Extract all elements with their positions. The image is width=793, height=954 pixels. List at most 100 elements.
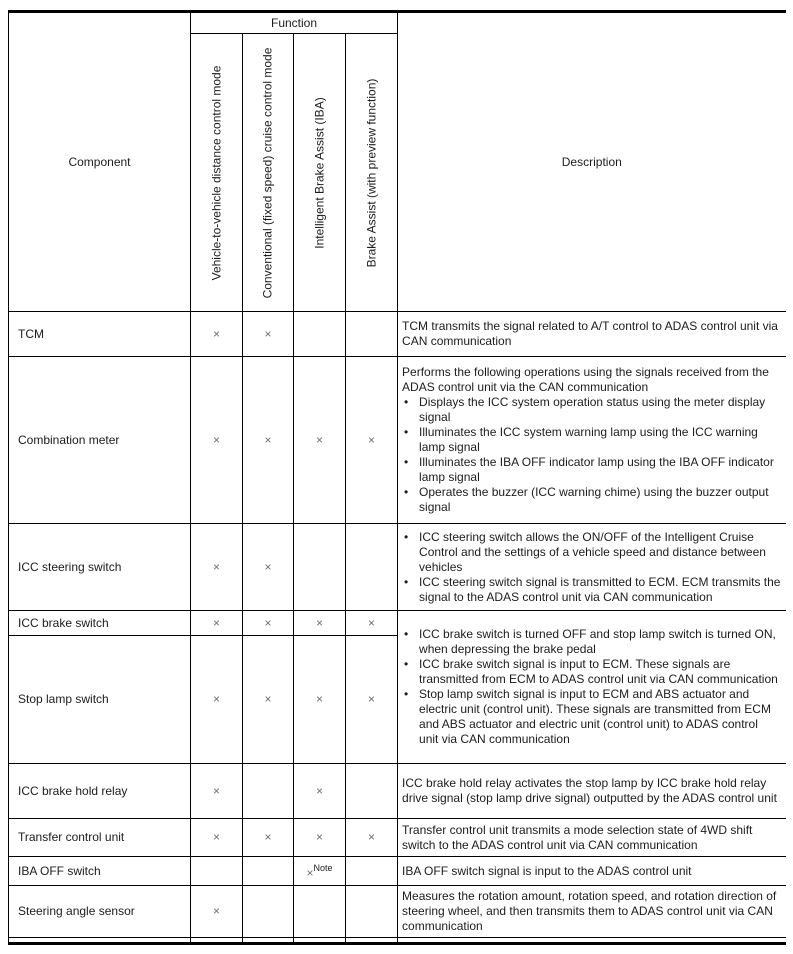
table-row-icc-brake-switch: ICC brake switch × × × × • ICC brake swi… bbox=[8, 610, 786, 764]
function-mark: × bbox=[190, 356, 243, 524]
description-cell-shared: • ICC brake switch is turned OFF and sto… bbox=[397, 610, 786, 764]
table-row-tcm: TCM × × TCM transmits the signal related… bbox=[8, 311, 786, 357]
table-row-iba-off-switch: IBA OFF switch ×Note IBA OFF switch sign… bbox=[8, 856, 786, 886]
function-mark: × bbox=[242, 610, 294, 636]
bullet-icon: • bbox=[404, 529, 409, 544]
description-bullet: • Illuminates the ICC system warning lam… bbox=[402, 425, 781, 455]
function-mark bbox=[344, 856, 399, 886]
function-column-header-3: Intelligent Brake Assist (IBA) bbox=[293, 33, 346, 312]
component-cell: IBA OFF switch bbox=[8, 856, 191, 886]
component-function-table: Component Function Description Vehicle-t… bbox=[8, 10, 786, 945]
function-mark: × bbox=[190, 885, 243, 938]
description-bullet: • ICC steering switch allows the ON/OFF … bbox=[402, 530, 781, 575]
description-cell: Transfer control unit transmits a mode s… bbox=[397, 818, 786, 857]
function-mark: × bbox=[293, 356, 346, 524]
function-mark: × bbox=[190, 523, 243, 611]
header-row-top: Component Function Description bbox=[8, 11, 786, 312]
function-column-label: Intelligent Brake Assist (IBA) bbox=[312, 96, 326, 249]
description-bullet: • Illuminates the IBA OFF indicator lamp… bbox=[402, 455, 781, 485]
bullet-text: ICC steering switch signal is transmitte… bbox=[419, 574, 781, 604]
description-bullet: • ICC steering switch signal is transmit… bbox=[402, 575, 781, 605]
function-mark bbox=[344, 311, 399, 357]
function-mark bbox=[344, 523, 399, 611]
component-cell: Transfer control unit bbox=[8, 818, 191, 857]
bullet-icon: • bbox=[404, 627, 409, 641]
table-row-steering-angle-sensor: Steering angle sensor × Measures the rot… bbox=[8, 885, 786, 938]
description-text: IBA OFF switch signal is input to the AD… bbox=[402, 863, 692, 878]
function-column-header-1: Vehicle-to-vehicle distance control mode bbox=[190, 33, 243, 312]
description-cell: ICC brake hold relay activates the stop … bbox=[397, 763, 786, 819]
description-text: Transfer control unit transmits a mode s… bbox=[402, 822, 753, 852]
function-mark: × bbox=[190, 635, 243, 764]
table-row-stop-lamp-switch: Stop lamp switch × × × × bbox=[8, 635, 786, 764]
description-cell: TCM transmits the signal related to A/T … bbox=[397, 311, 786, 357]
component-header: Component bbox=[8, 11, 191, 312]
component-cell: Steering angle sensor bbox=[8, 885, 191, 938]
function-mark bbox=[344, 885, 399, 938]
description-bullet: • Operates the buzzer (ICC warning chime… bbox=[402, 485, 781, 515]
description-bullet: • Stop lamp switch signal is input to EC… bbox=[402, 687, 781, 747]
function-mark bbox=[293, 523, 346, 611]
header-row-rotated: Vehicle-to-vehicle distance control mode… bbox=[9, 33, 786, 312]
description-cell: IBA OFF switch signal is input to the AD… bbox=[397, 856, 786, 886]
description-bullet: • Displays the ICC system operation stat… bbox=[402, 395, 781, 425]
function-mark: × bbox=[293, 610, 346, 636]
description-text: Performs the following operations using … bbox=[402, 365, 769, 394]
function-mark: × bbox=[344, 635, 399, 764]
function-mark-with-note: ×Note bbox=[293, 856, 346, 886]
description-bullet: • ICC brake switch signal is input to EC… bbox=[402, 657, 781, 687]
description-text: TCM transmits the signal related to A/T … bbox=[402, 319, 778, 348]
function-mark: × bbox=[190, 818, 243, 857]
function-column-label: Conventional (fixed speed) cruise contro… bbox=[260, 47, 275, 298]
bullet-icon: • bbox=[404, 687, 409, 701]
bullet-icon: • bbox=[404, 395, 409, 409]
function-mark bbox=[242, 885, 294, 938]
spacer-cell bbox=[293, 937, 346, 944]
bullet-icon: • bbox=[404, 574, 409, 589]
description-cell: Measures the rotation amount, rotation s… bbox=[397, 885, 786, 938]
function-column-header-2: Conventional (fixed speed) cruise contro… bbox=[242, 33, 294, 312]
spacer-cell bbox=[190, 937, 243, 944]
function-mark: × bbox=[242, 635, 294, 764]
spacer-cell bbox=[8, 937, 191, 944]
function-header: Function bbox=[189, 11, 399, 34]
table-row-combination-meter: Combination meter × × × × Performs the f… bbox=[8, 356, 786, 524]
function-mark: × bbox=[242, 356, 294, 524]
description-text: Measures the rotation amount, rotation s… bbox=[402, 889, 777, 933]
bullet-icon: • bbox=[404, 485, 409, 499]
note-superscript: Note bbox=[313, 862, 333, 873]
function-mark: × bbox=[190, 763, 243, 819]
description-cell: Performs the following operations using … bbox=[397, 356, 786, 524]
bullet-text: ICC steering switch allows the ON/OFF of… bbox=[419, 529, 766, 574]
spacer-cell bbox=[344, 937, 399, 944]
function-mark bbox=[242, 856, 294, 886]
bullet-text: Operates the buzzer (ICC warning chime) … bbox=[419, 485, 769, 514]
function-mark: × bbox=[242, 523, 294, 611]
component-cell: ICC steering switch bbox=[8, 523, 191, 611]
function-column-header-4: Brake Assist (with preview function) bbox=[344, 33, 399, 312]
function-mark: × bbox=[190, 311, 243, 357]
function-mark bbox=[344, 763, 399, 819]
component-cell: TCM bbox=[8, 311, 191, 357]
component-cell: Stop lamp switch bbox=[8, 635, 191, 764]
table-row-icc-brake-hold-relay: ICC brake hold relay × × ICC brake hold … bbox=[8, 763, 786, 819]
function-mark: × bbox=[306, 865, 314, 880]
bullet-icon: • bbox=[404, 455, 409, 469]
bullet-text: Stop lamp switch signal is input to ECM … bbox=[419, 687, 771, 746]
spacer-cell bbox=[242, 937, 294, 944]
function-mark: × bbox=[242, 818, 294, 857]
component-cell: ICC brake hold relay bbox=[8, 763, 191, 819]
function-mark: × bbox=[190, 610, 243, 636]
table-row-transfer-control-unit: Transfer control unit × × × × Transfer c… bbox=[8, 818, 786, 857]
function-mark bbox=[293, 885, 346, 938]
function-mark: × bbox=[242, 311, 294, 357]
component-cell: ICC brake switch bbox=[8, 610, 191, 636]
function-column-label: Brake Assist (with preview function) bbox=[364, 78, 379, 267]
bullet-text: ICC brake switch signal is input to ECM.… bbox=[419, 657, 778, 686]
bullet-text: ICC brake switch is turned OFF and stop … bbox=[419, 627, 776, 656]
bullet-text: Illuminates the ICC system warning lamp … bbox=[419, 425, 758, 454]
description-text: ICC brake hold relay activates the stop … bbox=[402, 776, 777, 805]
bullet-text: Displays the ICC system operation status… bbox=[419, 395, 766, 424]
bullet-icon: • bbox=[404, 657, 409, 671]
